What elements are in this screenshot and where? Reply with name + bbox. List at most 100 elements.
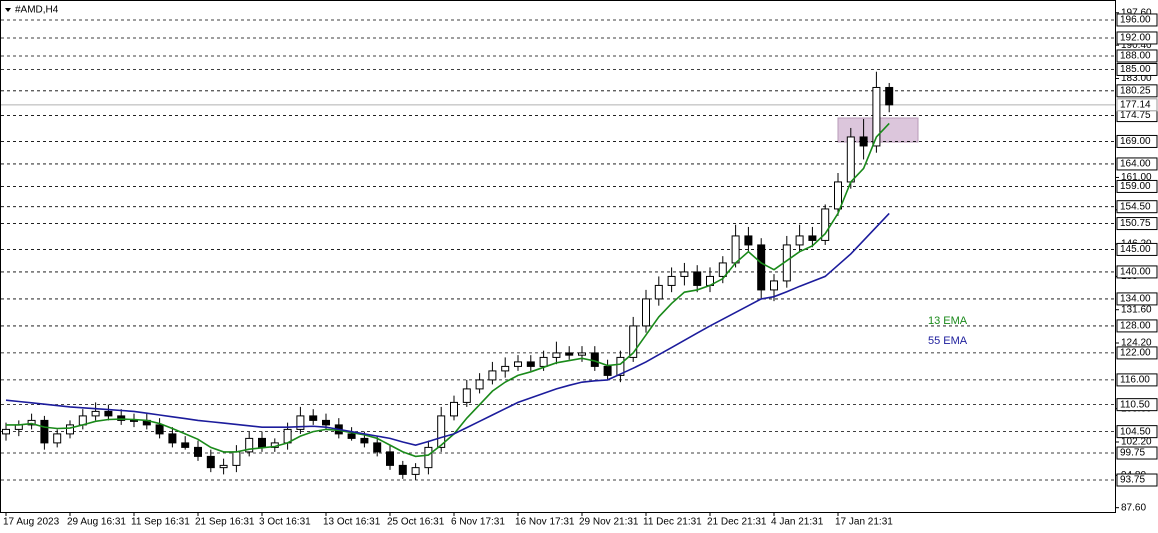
y-tick-label: 197.60	[1121, 7, 1152, 18]
y-tick-label: 190.40	[1121, 40, 1152, 51]
level-label-box	[1116, 398, 1158, 412]
candle-body	[232, 451, 241, 466]
candle-body	[206, 455, 215, 469]
candle-body	[386, 451, 394, 466]
level-label: 192.00	[1120, 33, 1151, 44]
candle-body	[718, 262, 727, 277]
candle-body	[565, 352, 574, 356]
level-label-box	[1116, 49, 1158, 63]
x-tick-label: 16 Nov 17:31	[515, 517, 575, 528]
candle-body	[219, 464, 228, 469]
y-tick-label: 102.20	[1121, 437, 1152, 448]
x-tick-label: 29 Aug 16:31	[67, 517, 126, 528]
dropdown-icon[interactable]	[5, 8, 11, 12]
candle-body	[245, 437, 254, 453]
x-tick-label: 21 Sep 16:31	[195, 517, 255, 528]
candle-body	[667, 275, 676, 286]
candle-body	[859, 136, 868, 147]
level-label: 174.75	[1120, 110, 1151, 121]
candle-body	[450, 401, 458, 417]
level-label-box	[1116, 200, 1158, 214]
x-tick-label: 17 Aug 2023	[3, 517, 60, 528]
candle-body	[258, 437, 266, 448]
level-label: 128.00	[1120, 321, 1151, 332]
candle-body	[40, 419, 49, 444]
candle-body	[296, 415, 305, 430]
candle-body	[552, 352, 561, 358]
x-tick-label: 13 Oct 16:31	[323, 517, 381, 528]
candle-body	[642, 298, 650, 327]
ema-label: 13 EMA	[928, 315, 968, 327]
level-label-box	[1116, 242, 1158, 256]
candle-body	[130, 419, 138, 422]
candle-body	[616, 356, 625, 376]
candle-body	[501, 365, 510, 372]
y-tick-label: 131.60	[1121, 304, 1152, 315]
candle-body	[424, 446, 433, 469]
candle-body	[757, 244, 766, 291]
level-label-box	[1116, 373, 1158, 387]
candle-body	[117, 415, 126, 421]
candle-body	[168, 433, 177, 444]
candle-body	[821, 208, 830, 241]
candle-body	[373, 442, 382, 453]
y-tick-label: 87.60	[1121, 502, 1146, 513]
level-label: 169.00	[1120, 136, 1151, 147]
level-label: 150.75	[1120, 218, 1151, 229]
level-label: 122.00	[1120, 348, 1151, 359]
level-label: 140.00	[1120, 267, 1151, 278]
candle-body	[2, 428, 10, 435]
candle-body	[347, 433, 356, 439]
plot-frame	[0, 0, 1116, 513]
level-label-box	[1116, 31, 1158, 45]
candle-body	[181, 442, 190, 448]
x-tick-label: 11 Dec 21:31	[643, 517, 702, 528]
y-tick-label: 183.00	[1121, 73, 1152, 84]
candle-body	[309, 415, 318, 421]
candle-body	[53, 433, 62, 444]
level-label: 164.00	[1120, 159, 1151, 170]
level-label: 188.00	[1120, 51, 1151, 62]
y-tick-label: 124.20	[1121, 338, 1152, 349]
level-label-box	[1116, 265, 1158, 279]
x-tick-label: 6 Nov 17:31	[451, 517, 505, 528]
level-label-box	[1116, 346, 1158, 360]
level-label: 116.00	[1120, 375, 1150, 386]
candle-body	[693, 271, 702, 286]
y-tick-label: 161.00	[1121, 172, 1152, 183]
x-tick-label: 11 Sep 16:31	[131, 517, 190, 528]
candle-body	[654, 284, 663, 300]
candle-body	[360, 437, 369, 444]
level-label: 134.00	[1120, 294, 1151, 305]
level-label: 104.50	[1120, 426, 1151, 437]
x-tick-label: 25 Oct 16:31	[387, 517, 445, 528]
level-label-box	[1116, 473, 1158, 487]
level-label-box	[1116, 134, 1158, 148]
level-label: 154.50	[1120, 201, 1151, 212]
level-label: 159.00	[1120, 181, 1151, 192]
candle-body	[194, 446, 202, 457]
candle-body	[846, 136, 855, 183]
level-label-box	[1116, 217, 1158, 231]
level-label-box	[1116, 13, 1158, 27]
level-label: 196.00	[1120, 15, 1151, 26]
level-label: 185.00	[1120, 64, 1151, 75]
ema-label: 55 EMA	[928, 335, 968, 347]
level-label-box	[1116, 446, 1158, 460]
candle-body	[680, 271, 689, 277]
candle-body	[91, 410, 100, 417]
candle-body	[603, 365, 612, 376]
x-tick-label: 17 Jan 21:31	[835, 517, 893, 528]
candle-body	[578, 352, 586, 356]
level-label: 145.00	[1120, 244, 1151, 255]
x-tick-label: 21 Dec 21:31	[707, 517, 767, 528]
x-tick-label: 4 Jan 21:31	[771, 517, 824, 528]
level-label-box	[1116, 84, 1158, 98]
level-label: 99.75	[1120, 448, 1145, 459]
level-label-box	[1116, 62, 1158, 76]
candle-body	[539, 356, 548, 367]
level-label-box	[1116, 157, 1158, 171]
candle-body	[590, 352, 599, 367]
candle-body	[526, 361, 535, 367]
